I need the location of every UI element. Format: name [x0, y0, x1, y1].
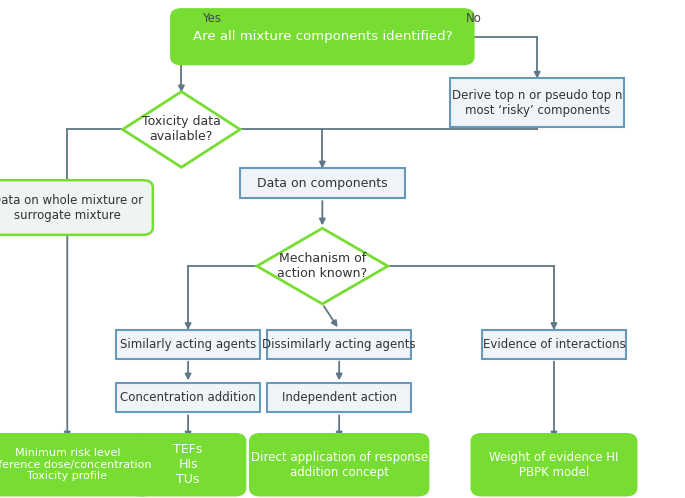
FancyBboxPatch shape [0, 180, 153, 235]
Polygon shape [257, 228, 388, 304]
FancyBboxPatch shape [482, 330, 626, 359]
Text: Toxicity data
available?: Toxicity data available? [142, 116, 221, 143]
FancyBboxPatch shape [267, 330, 411, 359]
FancyBboxPatch shape [116, 330, 260, 359]
FancyBboxPatch shape [450, 78, 625, 127]
Text: Mechanism of
action known?: Mechanism of action known? [277, 252, 367, 280]
FancyBboxPatch shape [240, 168, 405, 199]
FancyBboxPatch shape [472, 434, 636, 495]
Text: Yes: Yes [202, 12, 221, 25]
Text: Independent action: Independent action [282, 391, 397, 404]
Text: Data on whole mixture or
surrogate mixture: Data on whole mixture or surrogate mixtu… [0, 194, 143, 222]
FancyBboxPatch shape [267, 383, 411, 412]
Text: No: No [466, 12, 482, 25]
FancyBboxPatch shape [250, 434, 428, 495]
FancyBboxPatch shape [116, 383, 260, 412]
FancyBboxPatch shape [171, 9, 473, 64]
Text: Derive top n or pseudo top n
most ‘risky’ components: Derive top n or pseudo top n most ‘risky… [452, 89, 623, 117]
Text: Similarly acting agents: Similarly acting agents [120, 338, 256, 351]
Polygon shape [123, 92, 240, 167]
Text: Weight of evidence HI
PBPK model: Weight of evidence HI PBPK model [489, 451, 619, 479]
Text: Minimum risk level
Reference dose/concentration
Toxicity profile: Minimum risk level Reference dose/concen… [0, 448, 151, 481]
Text: Direct application of response
addition concept: Direct application of response addition … [251, 451, 427, 479]
Text: Evidence of interactions: Evidence of interactions [483, 338, 625, 351]
Text: Are all mixture components identified?: Are all mixture components identified? [192, 30, 452, 43]
Text: Dissimilarly acting agents: Dissimilarly acting agents [262, 338, 416, 351]
Text: Data on components: Data on components [257, 177, 388, 190]
FancyBboxPatch shape [0, 434, 153, 495]
FancyBboxPatch shape [131, 434, 245, 495]
Text: Concentration addition: Concentration addition [120, 391, 256, 404]
Text: TEFs
HIs
TUs: TEFs HIs TUs [173, 443, 203, 486]
